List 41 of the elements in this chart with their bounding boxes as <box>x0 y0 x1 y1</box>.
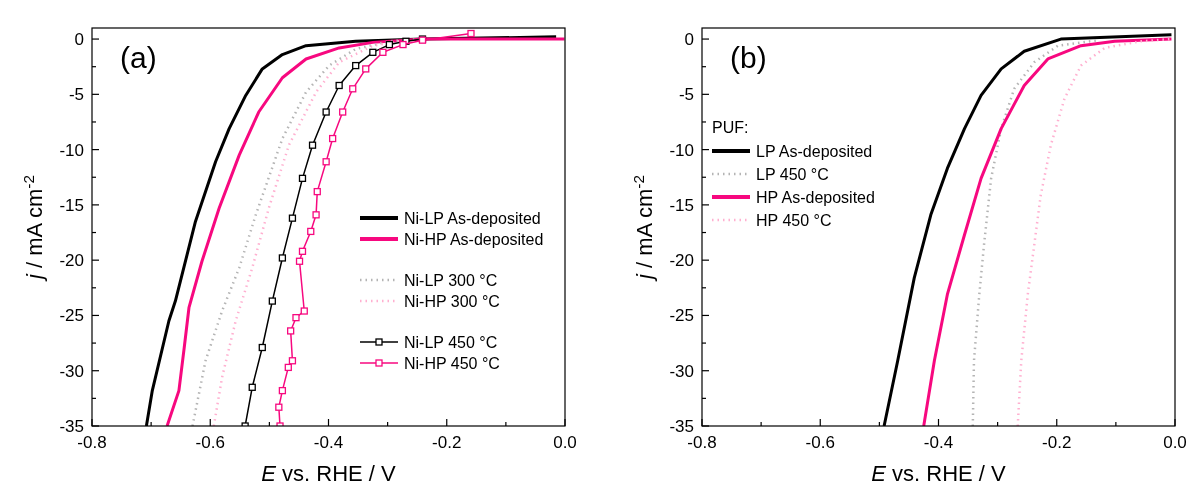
y-tick-label: -15 <box>669 195 694 215</box>
legend-label: Ni-HP 450 °C <box>404 354 500 372</box>
y-tick-label: 0 <box>684 30 694 50</box>
x-tick-label: -0.6 <box>805 433 835 452</box>
y-tick-label: -10 <box>59 140 84 160</box>
y-tick-label: -20 <box>669 251 694 271</box>
x-tick-label: 0.0 <box>1163 433 1187 452</box>
x-tick-label: -0.4 <box>923 433 954 452</box>
x-tick-label: -0.2 <box>1042 433 1072 452</box>
legend-label: Ni-HP As-deposited <box>404 230 544 248</box>
legend-label: Ni-HP 300 °C <box>404 292 500 310</box>
legend-label: HP As-deposited <box>756 188 875 206</box>
y-tick-label: -10 <box>669 140 694 160</box>
legend-label: HP 450 °C <box>756 211 832 229</box>
x-tick-label: -0.8 <box>687 433 717 452</box>
x-tick-label: -0.6 <box>195 433 225 452</box>
legend-label: Ni-LP 450 °C <box>404 333 498 351</box>
x-tick-label: 0.0 <box>553 433 577 452</box>
y-tick-label: -20 <box>59 251 84 271</box>
y-tick-label: -5 <box>68 85 84 105</box>
y-tick-label: -25 <box>59 306 84 326</box>
y-tick-label: 0 <box>74 30 84 50</box>
legend-label: Ni-LP 300 °C <box>404 271 498 289</box>
x-tick-label: -0.2 <box>432 433 462 452</box>
x-tick-label: -0.8 <box>77 433 107 452</box>
y-tick-label: -25 <box>669 306 694 326</box>
legend-label: LP As-deposited <box>756 142 873 160</box>
annotation: (a) <box>120 41 157 74</box>
y-tick-label: -5 <box>678 85 694 105</box>
legend-title: PUF: <box>712 119 749 136</box>
legend-label: Ni-LP As-deposited <box>404 209 541 227</box>
y-tick-label: -30 <box>59 361 84 381</box>
y-tick-label: -35 <box>669 417 694 436</box>
x-axis-title: E vs. RHE / V <box>261 461 397 486</box>
y-tick-label: -15 <box>59 195 84 215</box>
x-tick-label: -0.4 <box>313 433 344 452</box>
y-tick-label: -30 <box>669 361 694 381</box>
y-tick-label: -35 <box>59 417 84 436</box>
x-axis-title: E vs. RHE / V <box>871 461 1007 486</box>
annotation: (b) <box>730 41 767 74</box>
legend-label: LP 450 °C <box>756 165 829 183</box>
